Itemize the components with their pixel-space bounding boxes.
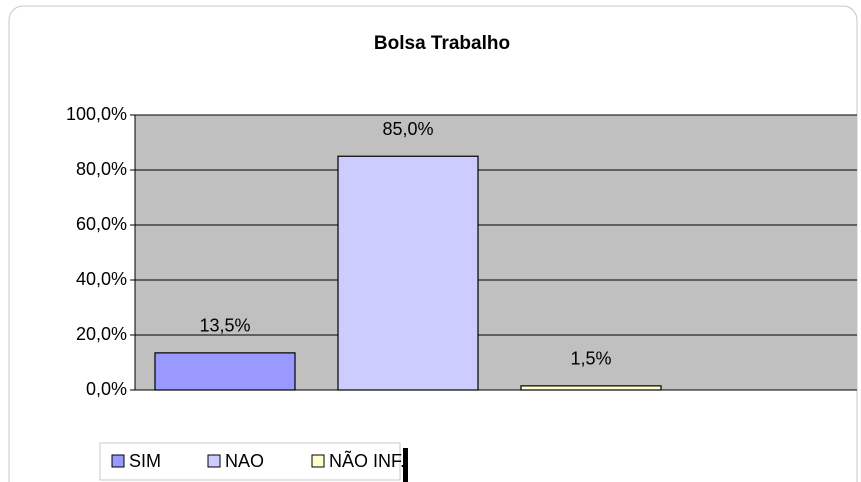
y-tick-label: 0,0% (86, 379, 127, 399)
y-tick-label: 20,0% (76, 324, 127, 344)
y-tick-label: 80,0% (76, 159, 127, 179)
legend-label: SIM (129, 451, 161, 471)
bar (520, 385, 662, 391)
data-label: 1,5% (570, 349, 611, 369)
legend-swatch (207, 454, 221, 468)
data-label: 85,0% (382, 119, 433, 139)
bar (154, 352, 296, 391)
legend-label: NAO (225, 451, 264, 471)
y-tick-label: 100,0% (66, 104, 127, 124)
legend-label: NÃO INF. (329, 450, 405, 471)
legend-swatch (111, 454, 125, 468)
plot-area (135, 115, 857, 390)
bar (337, 155, 479, 391)
y-tick-label: 40,0% (76, 269, 127, 289)
data-label: 13,5% (199, 316, 250, 336)
legend-edge (403, 448, 408, 482)
legend-box (99, 442, 401, 481)
y-tick-label: 60,0% (76, 214, 127, 234)
chart-title: Bolsa Trabalho (374, 33, 510, 54)
legend-swatch (311, 454, 325, 468)
